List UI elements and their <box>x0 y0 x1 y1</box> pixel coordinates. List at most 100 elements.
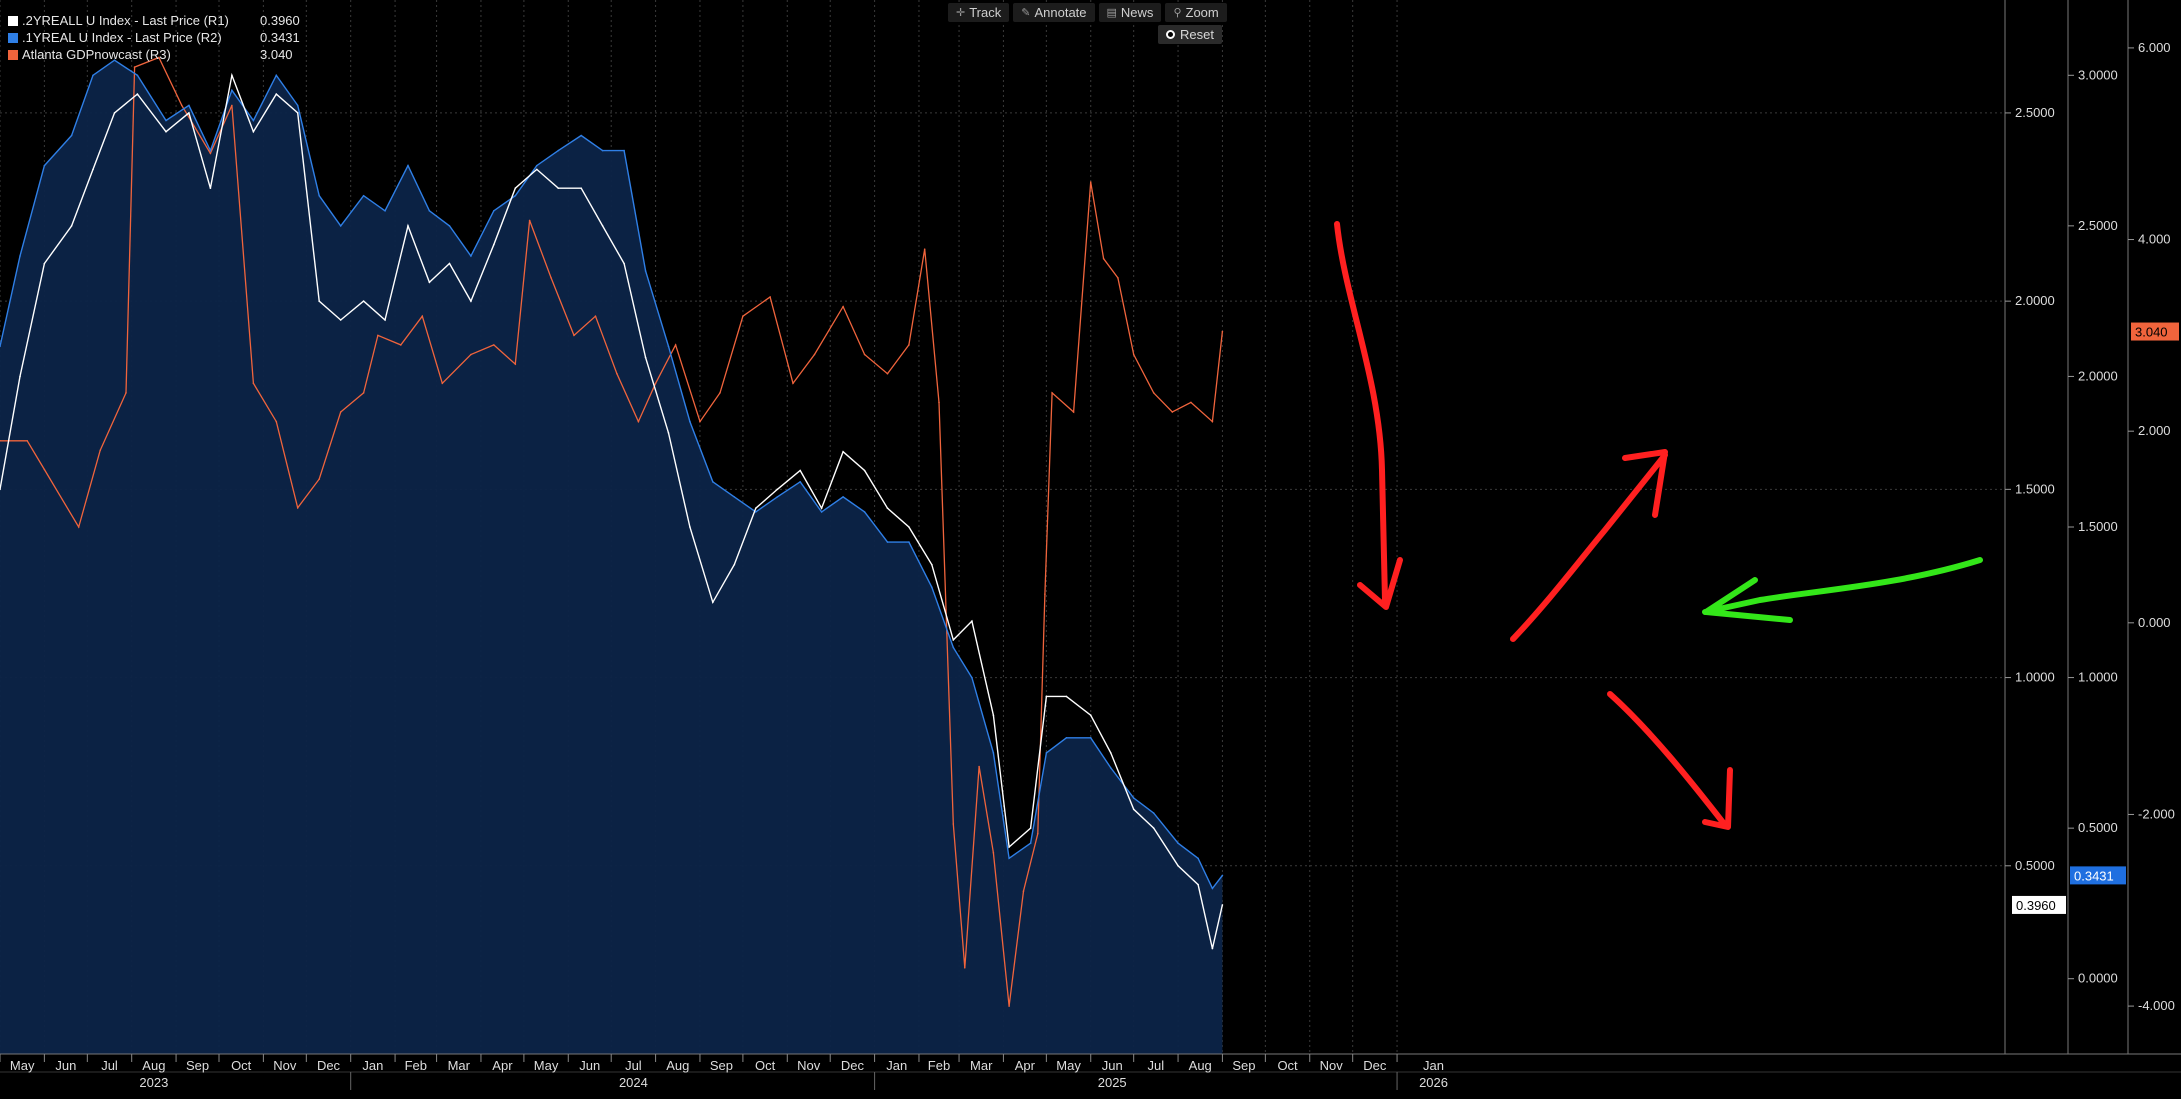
x-tick-label: Jan <box>362 1058 383 1073</box>
legend-item[interactable]: .1YREAL U Index - Last Price (R2) 0.3431 <box>8 29 300 46</box>
x-tick-label: Jul <box>101 1058 118 1073</box>
r3-tick-label: 4.000 <box>2138 232 2171 247</box>
data-point <box>1022 890 1025 892</box>
x-tick-label: Jun <box>1102 1058 1123 1073</box>
data-point <box>719 392 721 394</box>
data-point <box>1029 842 1032 844</box>
news-button[interactable]: ▤ News <box>1098 3 1162 22</box>
data-point <box>275 74 278 77</box>
data-point <box>362 392 365 394</box>
series-area-1yreal <box>0 60 1223 1054</box>
data-point <box>674 344 677 346</box>
zoom-button[interactable]: ⚲ Zoom <box>1165 3 1227 22</box>
x-tick-label: Nov <box>797 1058 821 1073</box>
x-tick-label: Apr <box>1015 1058 1036 1073</box>
chart-toolbar: ✛ Track ✎ Annotate ▤ News ⚲ Zoom <box>948 3 1227 22</box>
legend-item[interactable]: .2YREALL U Index - Last Price (R1) 0.396… <box>8 12 300 29</box>
data-point <box>886 507 889 509</box>
data-point <box>421 315 424 318</box>
year-label: 2026 <box>1419 1075 1448 1090</box>
data-point <box>77 526 80 528</box>
data-point <box>1221 904 1224 906</box>
data-point <box>441 382 444 385</box>
reset-button[interactable]: Reset <box>1158 25 1222 44</box>
data-point <box>252 130 255 133</box>
data-point <box>209 152 212 155</box>
annotation-arrow-down <box>1334 221 1403 610</box>
data-point <box>470 353 472 356</box>
data-point <box>514 187 517 190</box>
last-value-text-r2: 0.3431 <box>2074 868 2114 883</box>
data-point <box>407 164 409 167</box>
legend-item[interactable]: Atlanta GDPnowcast (R3) 3.040 <box>8 46 300 63</box>
data-point <box>971 620 973 622</box>
r3-tick-label: -2.000 <box>2138 806 2175 821</box>
x-tick-label: Jan <box>1423 1058 1444 1073</box>
data-point <box>0 439 1 442</box>
data-point <box>1051 392 1053 394</box>
data-point <box>863 353 866 356</box>
data-point <box>1029 827 1032 829</box>
data-point <box>644 356 647 359</box>
data-point <box>931 586 933 589</box>
data-point <box>99 449 101 452</box>
data-point <box>573 334 575 337</box>
data-point <box>318 300 321 302</box>
r2-tick-label: 0.0000 <box>2078 971 2118 986</box>
data-point <box>318 194 321 197</box>
data-point <box>952 639 955 641</box>
data-point <box>992 714 995 717</box>
x-tick-label: May <box>534 1058 559 1073</box>
data-point <box>136 93 139 95</box>
data-point <box>863 469 866 472</box>
news-label: News <box>1120 5 1154 20</box>
data-point <box>1197 857 1199 860</box>
data-point <box>448 225 451 227</box>
annotation-arrow-up-right <box>1510 449 1668 642</box>
data-point <box>296 112 299 114</box>
data-point <box>1132 353 1135 356</box>
r1-tick-label: 1.0000 <box>2015 670 2055 685</box>
data-point <box>1008 846 1010 848</box>
data-point <box>165 119 167 122</box>
data-point <box>19 255 21 257</box>
data-point <box>580 134 582 137</box>
data-point <box>733 563 736 566</box>
x-tick-label: Sep <box>1232 1058 1255 1073</box>
last-value-text-r3: 3.040 <box>2135 325 2168 340</box>
legend: .2YREALL U Index - Last Price (R1) 0.396… <box>8 12 300 63</box>
annotate-button[interactable]: ✎ Annotate <box>1013 3 1095 22</box>
r2-tick-label: 1.5000 <box>2078 519 2118 534</box>
data-point <box>1132 797 1135 799</box>
annotation-arrow-down-right <box>1607 691 1733 830</box>
data-point <box>1109 752 1112 754</box>
data-point <box>971 676 973 679</box>
data-point <box>1117 277 1119 279</box>
data-point <box>908 526 910 528</box>
data-point <box>362 194 365 197</box>
pencil-icon: ✎ <box>1021 7 1031 19</box>
data-point <box>754 511 757 513</box>
r2-tick-label: 2.5000 <box>2078 218 2118 233</box>
data-point <box>493 243 495 246</box>
data-point <box>689 526 691 528</box>
legend-value: 0.3960 <box>260 13 300 28</box>
data-point <box>842 305 844 308</box>
data-point <box>908 344 910 346</box>
data-point <box>1171 411 1174 413</box>
annotation-arrow-left <box>1702 557 1983 623</box>
track-button[interactable]: ✛ Track <box>948 3 1010 22</box>
data-point <box>623 149 625 152</box>
x-tick-label: Aug <box>142 1058 165 1073</box>
newspaper-icon: ▤ <box>1106 7 1117 19</box>
series-line-2yreall <box>0 72 1224 949</box>
data-point <box>623 262 625 265</box>
r2-tick-label: 0.5000 <box>2078 820 2118 835</box>
data-point <box>514 363 517 365</box>
data-point <box>384 319 386 321</box>
data-point <box>43 468 46 471</box>
x-tick-label: Apr <box>492 1058 513 1073</box>
data-point <box>188 104 190 107</box>
data-point <box>133 66 136 68</box>
